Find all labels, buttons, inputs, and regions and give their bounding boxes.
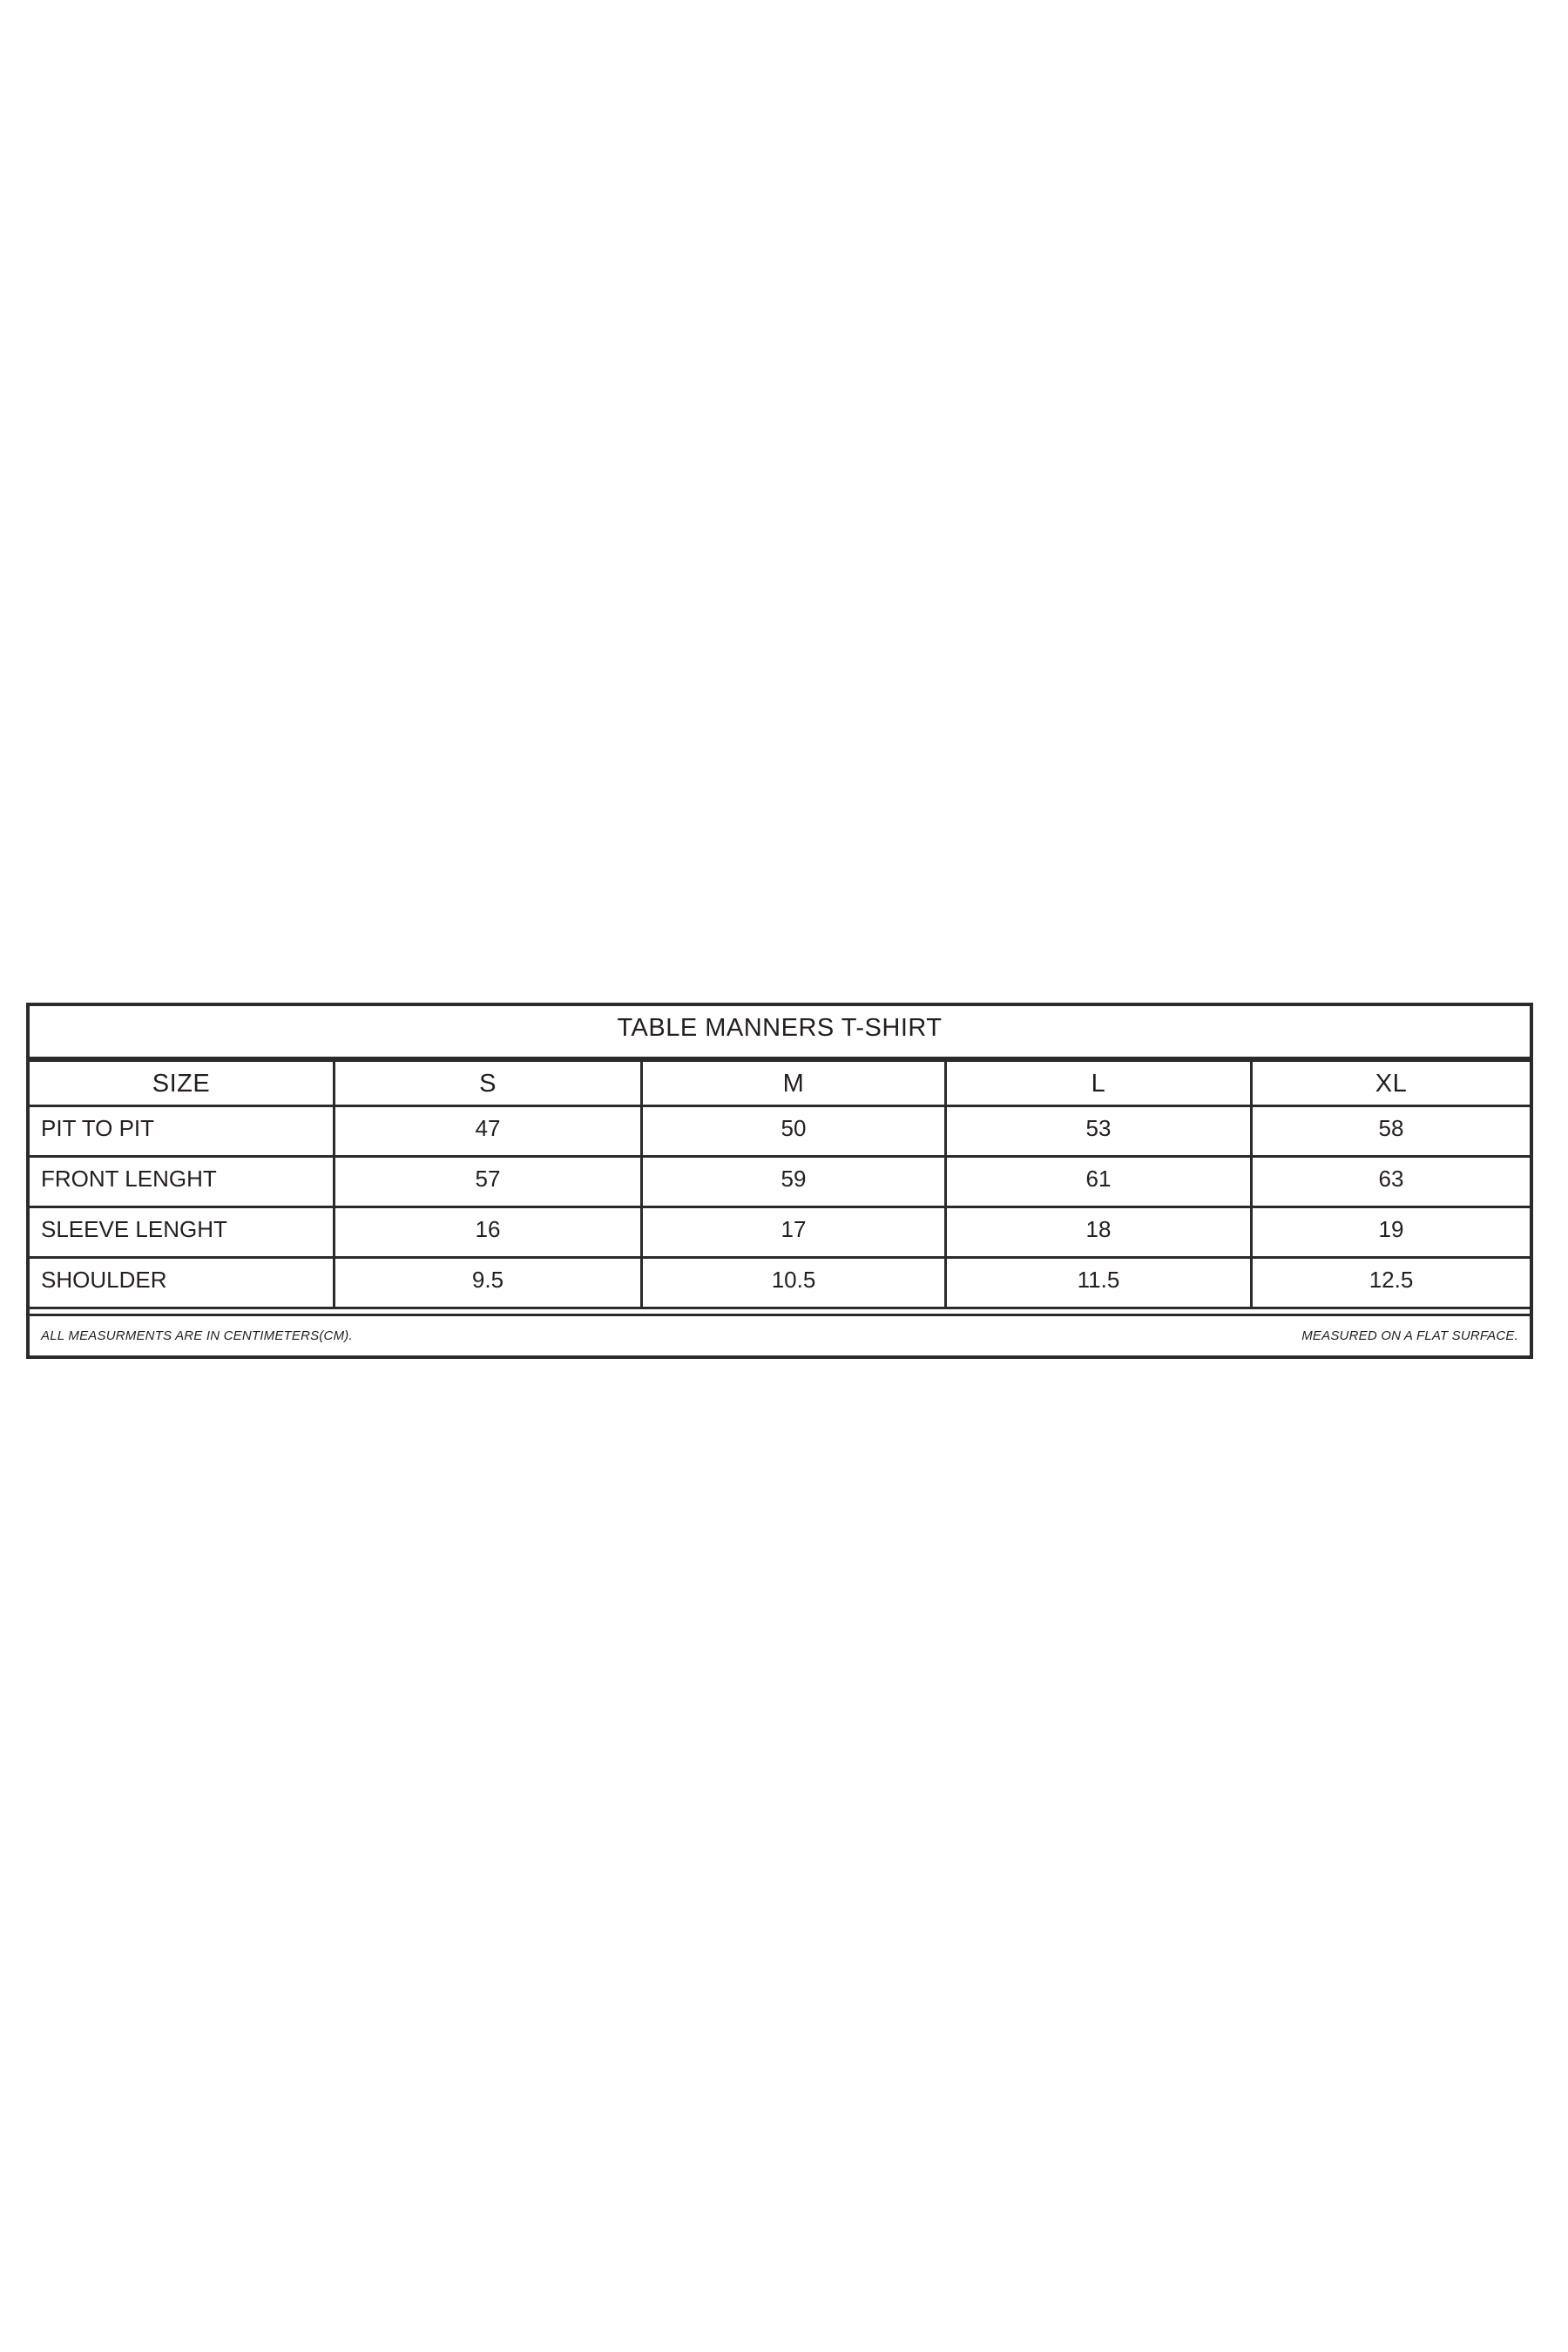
value-cell: 50: [643, 1107, 947, 1155]
value-xl: 19: [1378, 1216, 1404, 1242]
header-label-l: L: [1091, 1070, 1106, 1098]
value-cell: 57: [335, 1158, 643, 1206]
value-cell: 19: [1253, 1208, 1530, 1256]
row-label-cell: SHOULDER: [30, 1259, 335, 1307]
value-cell: 63: [1253, 1158, 1530, 1206]
value-cell: 58: [1253, 1107, 1530, 1155]
size-chart-header-row: SIZE S M L XL: [30, 1062, 1530, 1105]
value-m: 17: [781, 1216, 807, 1242]
footer-note-right: MEASURED ON A FLAT SURFACE.: [1301, 1328, 1518, 1343]
value-cell: 61: [947, 1158, 1253, 1206]
value-cell: 11.5: [947, 1259, 1253, 1307]
row-label: PIT TO PIT: [41, 1115, 155, 1141]
value-s: 47: [475, 1115, 501, 1141]
row-label-cell: FRONT LENGHT: [30, 1158, 335, 1206]
header-cell-l: L: [947, 1062, 1253, 1105]
row-label: SLEEVE LENGHT: [41, 1216, 227, 1242]
value-s: 57: [475, 1166, 501, 1192]
header-cell-m: M: [643, 1062, 947, 1105]
value-cell: 10.5: [643, 1259, 947, 1307]
size-chart-title-row: TABLE MANNERS T-SHIRT: [30, 1006, 1530, 1062]
header-label-xl: XL: [1375, 1070, 1408, 1098]
value-cell: 18: [947, 1208, 1253, 1256]
value-m: 10.5: [771, 1267, 816, 1293]
table-row-pit-to-pit: PIT TO PIT 47 50 53 58: [30, 1105, 1530, 1155]
size-chart-table: TABLE MANNERS T-SHIRT SIZE S M L XL: [26, 1003, 1533, 1359]
value-l: 53: [1085, 1115, 1112, 1141]
value-m: 59: [781, 1166, 807, 1192]
value-cell: 47: [335, 1107, 643, 1155]
value-xl: 63: [1378, 1166, 1404, 1192]
value-cell: 59: [643, 1158, 947, 1206]
value-m: 50: [781, 1115, 807, 1141]
header-label-m: M: [782, 1070, 805, 1098]
value-s: 16: [475, 1216, 501, 1242]
value-l: 18: [1085, 1216, 1112, 1242]
table-row-sleeve-lenght: SLEEVE LENGHT 16 17 18 19: [30, 1206, 1530, 1256]
value-s: 9.5: [471, 1267, 504, 1293]
value-cell: 17: [643, 1208, 947, 1256]
header-cell-size: SIZE: [30, 1062, 335, 1105]
header-label-s: S: [479, 1070, 497, 1098]
value-l: 11.5: [1077, 1267, 1120, 1293]
table-row-shoulder: SHOULDER 9.5 10.5 11.5 12.5: [30, 1256, 1530, 1307]
value-xl: 58: [1378, 1115, 1404, 1141]
value-cell: 53: [947, 1107, 1253, 1155]
table-row-front-lenght: FRONT LENGHT 57 59 61 63: [30, 1155, 1530, 1206]
row-label-cell: PIT TO PIT: [30, 1107, 335, 1155]
header-label-size: SIZE: [152, 1070, 211, 1098]
size-chart-title: TABLE MANNERS T-SHIRT: [617, 1014, 943, 1042]
row-label-cell: SLEEVE LENGHT: [30, 1208, 335, 1256]
value-cell: 12.5: [1253, 1259, 1530, 1307]
value-cell: 16: [335, 1208, 643, 1256]
size-chart-footer: ALL MEASURMENTS ARE IN CENTIMETERS(CM). …: [30, 1314, 1530, 1355]
row-label: FRONT LENGHT: [41, 1166, 217, 1192]
size-chart-grid: SIZE S M L XL PIT TO PIT: [30, 1062, 1530, 1309]
value-cell: 9.5: [335, 1259, 643, 1307]
row-label: SHOULDER: [41, 1267, 167, 1293]
value-l: 61: [1085, 1166, 1112, 1192]
footer-note-left: ALL MEASURMENTS ARE IN CENTIMETERS(CM).: [41, 1328, 353, 1343]
value-xl: 12.5: [1369, 1267, 1414, 1293]
header-cell-s: S: [335, 1062, 643, 1105]
header-cell-xl: XL: [1253, 1062, 1530, 1105]
